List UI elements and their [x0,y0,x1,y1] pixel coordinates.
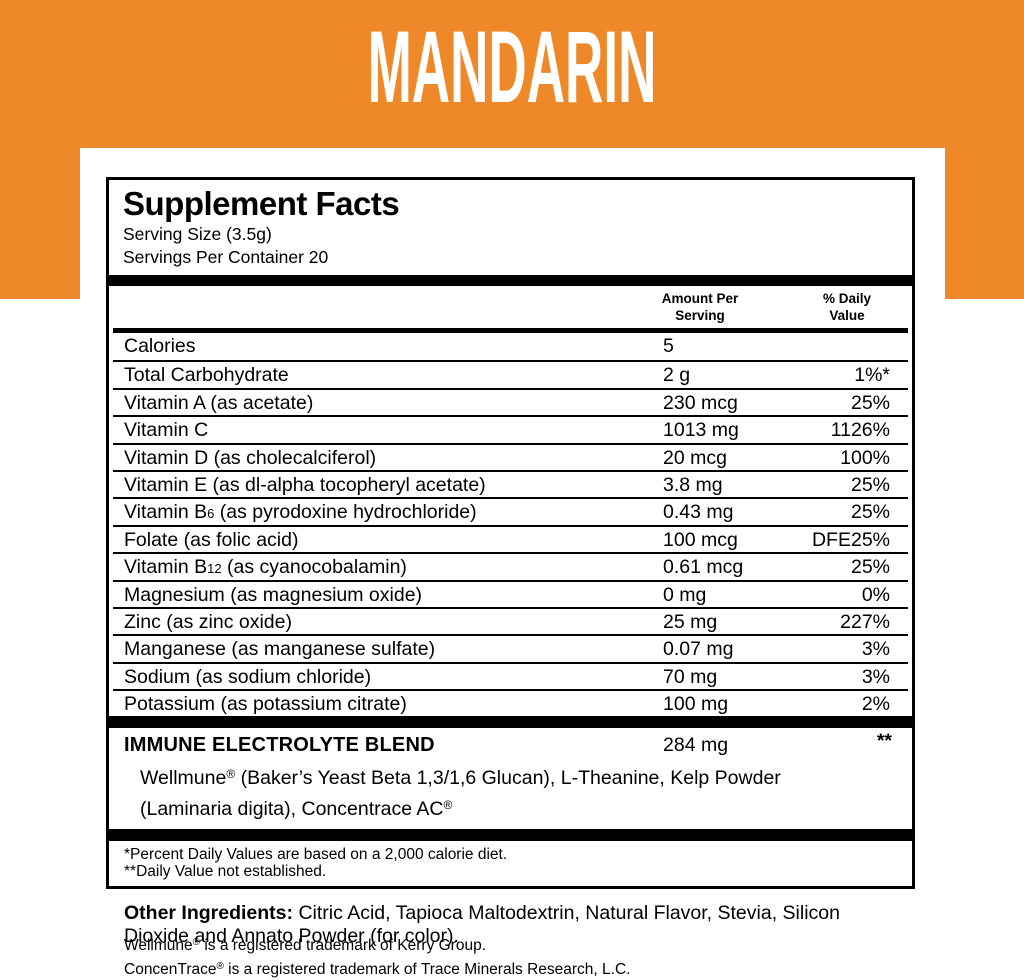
row-vitamin-c: Vitamin C 1013 mg 1126% [113,415,908,442]
nutrient-rows: Calories 5 Total Carbohydrate 2 g 1%* Vi… [113,333,908,716]
nutrient-amount: 3.8 mg [663,472,723,499]
nutrient-amount: 2 g [663,362,690,389]
nutrient-name: Calories [124,335,196,357]
nutrient-name: Manganese (as manganese sulfate) [124,638,435,660]
nutrient-amount: 100 mcg [663,527,738,554]
blend-title: IMMUNE ELECTROLYTE BLEND [124,733,912,758]
nutrient-dv: 25% [851,499,890,526]
nutrient-name: Sodium (as sodium chloride) [124,666,371,688]
row-vitamin-a: Vitamin A (as acetate) 230 mcg 25% [113,388,908,415]
amount-per-serving-header: Amount Per Serving [620,291,780,325]
registered-mark: ® [443,798,452,812]
trademark-brand: ConcenTrace [124,961,216,978]
nutrient-name-suffix: (as pyrodoxine hydrochloride) [214,501,476,523]
nutrient-name: Vitamin E (as dl-alpha tocopheryl acetat… [124,474,486,496]
registered-mark: ® [193,937,200,948]
row-magnesium: Magnesium (as magnesium oxide) 0 mg 0% [113,580,908,607]
nutrient-name: Magnesium (as magnesium oxide) [124,584,422,606]
nutrient-dv: 2% [862,691,890,718]
percent-daily-value-header: % Daily Value [787,291,907,325]
blend-desc-part: Wellmune [140,767,226,789]
divider-bar-blend-bottom [109,829,912,841]
registered-mark: ® [216,961,223,972]
nutrient-dv: 100% [840,445,890,472]
footnotes: *Percent Daily Values are based on a 2,0… [113,841,908,886]
flavor-title: MANDARIN [246,16,778,118]
trademark-brand: Wellmune [124,937,193,954]
trademark-text: is a registered trademark of Kerry Group… [200,937,486,954]
row-vitamin-d: Vitamin D (as cholecalciferol) 20 mcg 10… [113,443,908,470]
blend-description: Wellmune® (Baker’s Yeast Beta 1,3/1,6 Gl… [140,761,885,823]
nutrient-amount: 5 [663,333,674,360]
nutrient-name: Zinc (as zinc oxide) [124,611,292,633]
divider-bar-top [109,275,912,286]
nutrient-name: Vitamin C [124,419,208,441]
nutrient-dv: 227% [840,609,890,636]
footnote-not-established: **Daily Value not established. [124,863,908,880]
nutrient-dv: 3% [862,636,890,663]
nutrient-dv: DFE25% [812,527,890,554]
nutrient-dv: 0% [862,582,890,609]
footnote-daily-values: *Percent Daily Values are based on a 2,0… [124,846,908,863]
row-potassium: Potassium (as potassium citrate) 100 mg … [113,689,908,716]
nutrient-amount: 0.61 mcg [663,554,743,581]
nutrient-dv: 1%* [854,362,890,389]
registered-mark: ® [226,767,235,781]
nutrient-name: Vitamin B [124,556,207,578]
nutrient-name: Potassium (as potassium citrate) [124,693,407,715]
nutrient-amount: 1013 mg [663,417,739,444]
trademark-wellmune: Wellmune® is a registered trademark of K… [124,933,630,957]
trademark-text: is a registered trademark of Trace Miner… [224,961,631,978]
row-vitamin-b6: Vitamin B6 (as pyrodoxine hydrochloride)… [113,497,908,524]
nutrient-amount: 0 mg [663,582,706,609]
row-vitamin-e: Vitamin E (as dl-alpha tocopheryl acetat… [113,470,908,497]
nutrient-name: Vitamin A (as acetate) [124,392,313,414]
nutrient-name-subscript: 12 [207,561,221,576]
nutrient-dv: 3% [862,664,890,691]
nutrient-amount: 0.07 mg [663,636,733,663]
nutrient-amount: 230 mcg [663,390,738,417]
blend-amount: 284 mg [663,734,728,757]
nutrient-name: Vitamin D (as cholecalciferol) [124,447,376,469]
row-zinc: Zinc (as zinc oxide) 25 mg 227% [113,607,908,634]
nutrient-dv: 25% [851,554,890,581]
nutrient-dv: 25% [851,390,890,417]
other-ingredients-label: Other Ingredients: [124,902,293,924]
nutrient-amount: 0.43 mg [663,499,733,526]
serving-size: Serving Size (3.5g) [123,224,898,245]
row-vitamin-b12: Vitamin B12 (as cyanocobalamin) 0.61 mcg… [113,552,908,579]
divider-bar-blend-top [109,716,912,728]
nutrient-amount: 20 mcg [663,445,727,472]
row-total-carbohydrate: Total Carbohydrate 2 g 1%* [113,360,908,387]
blend-desc-part: (Baker’s Yeast Beta 1,3/1,6 Glucan), L-T… [140,767,781,820]
nutrient-dv: 25% [851,472,890,499]
nutrient-amount: 25 mg [663,609,717,636]
servings-per-container: Servings Per Container 20 [123,247,898,268]
column-header-row: Amount Per Serving % Daily Value [109,286,912,328]
nutrient-name: Total Carbohydrate [124,364,289,386]
trademark-concentrace: ConcenTrace® is a registered trademark o… [124,957,630,980]
supplement-facts-panel: Supplement Facts Serving Size (3.5g) Ser… [106,177,915,889]
row-sodium: Sodium (as sodium chloride) 70 mg 3% [113,662,908,689]
nutrient-amount: 100 mg [663,691,728,718]
row-folate: Folate (as folic acid) 100 mcg DFE25% [113,525,908,552]
nutrient-amount: 70 mg [663,664,717,691]
blend-dv: ** [877,730,892,753]
nutrient-name: Vitamin B [124,501,207,523]
row-calories: Calories 5 [113,333,908,360]
panel-title: Supplement Facts [123,186,898,222]
blend-section: IMMUNE ELECTROLYTE BLEND 284 mg ** Wellm… [109,728,912,829]
row-manganese: Manganese (as manganese sulfate) 0.07 mg… [113,634,908,661]
nutrient-name: Folate (as folic acid) [124,529,298,551]
nutrient-name-suffix: (as cyanocobalamin) [222,556,407,578]
nutrient-dv: 1126% [831,417,890,444]
